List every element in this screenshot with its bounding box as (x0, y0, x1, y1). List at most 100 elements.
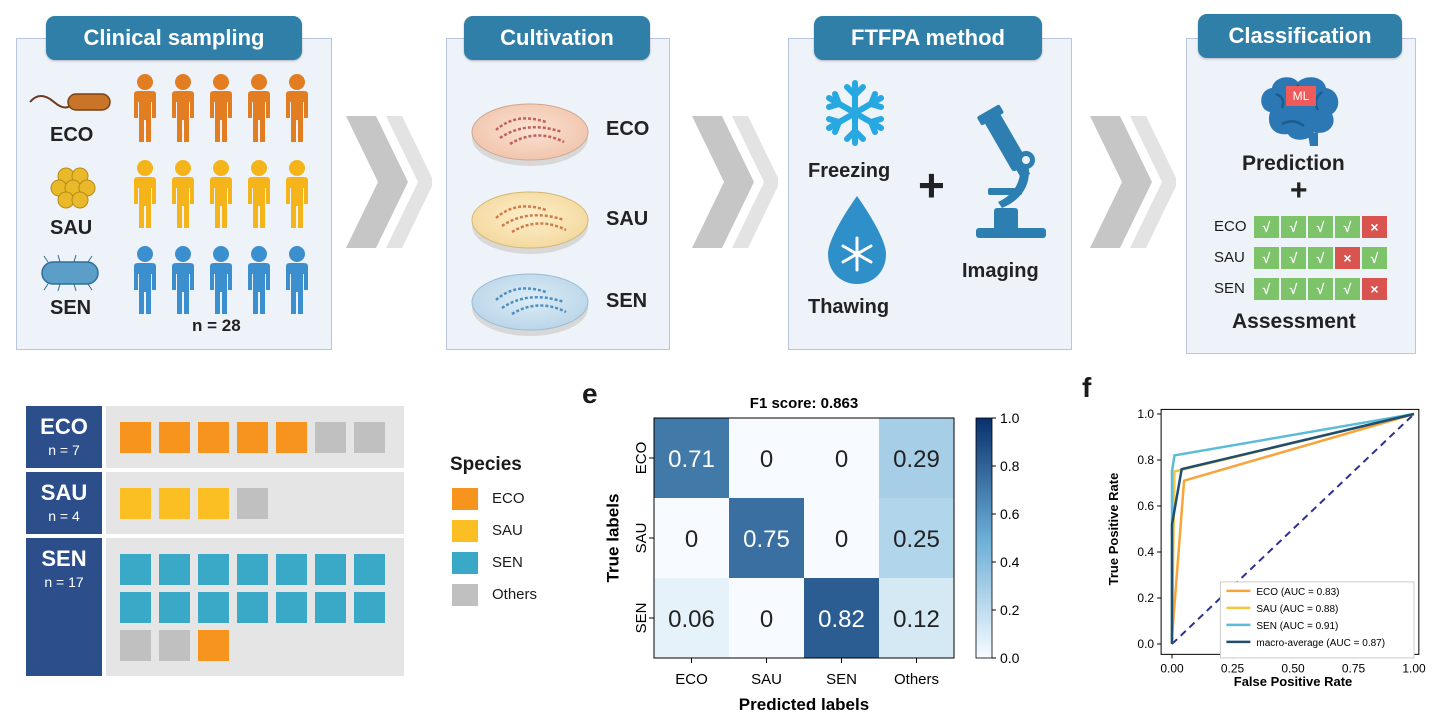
heatmap-cell (654, 498, 729, 578)
waffle-row-cells (106, 406, 404, 468)
roc-legend-label: ECO (AUC = 0.83) (1256, 587, 1339, 598)
check-mark-cell: √ (1308, 278, 1333, 300)
heatmap-cell (804, 578, 879, 658)
heatmap-xlabel: Predicted labels (739, 695, 869, 714)
heatmap-y-tick: SAU (633, 523, 650, 554)
brain-icon (1261, 77, 1339, 146)
waffle-cell-eco (237, 422, 268, 453)
person-icon (172, 74, 194, 142)
heatmap-cell-value: 0.82 (818, 606, 865, 633)
colorbar-tick: 0.8 (1000, 458, 1020, 474)
waffle-cell-sen (237, 592, 268, 623)
colorbar-tick: 1.0 (1000, 410, 1020, 426)
heatmap-cell-value: 0 (685, 526, 698, 553)
legend-swatch (452, 552, 478, 574)
waffle-cell-sen (198, 592, 229, 623)
waffle-cell-eco (276, 422, 307, 453)
roc-y-tick: 0.6 (1137, 499, 1154, 513)
roc-x-tick: 0.25 (1221, 661, 1245, 675)
heatmap-x-tick: SEN (826, 671, 857, 688)
check-mark-cell: √ (1335, 278, 1360, 300)
waffle-cell-sau (159, 488, 190, 519)
cultivation-sen-label: SEN (606, 290, 648, 312)
waffle-species-name: ECO (40, 414, 88, 439)
legend-swatch (452, 520, 478, 542)
waffle-species-count: n = 4 (48, 508, 80, 524)
waffle-cell-sau (198, 488, 229, 519)
prediction-label: Prediction (1242, 152, 1345, 175)
waffle-species-name: SEN (41, 546, 87, 571)
cross-mark-cell: × (1362, 216, 1387, 238)
waffle-cell-others (237, 488, 268, 519)
clinical-eco-label: ECO (50, 124, 94, 146)
roc-diagonal-line (1171, 413, 1415, 645)
heatmap-cell (729, 578, 804, 658)
ftfpa-plus-sign: + (918, 159, 945, 211)
waffle-cell-sen (120, 554, 151, 585)
waffle-species-count: n = 17 (44, 574, 84, 590)
roc-y-tick: 0.8 (1137, 453, 1154, 467)
person-icon (286, 160, 308, 228)
roc-xlabel: False Positive Rate (1234, 674, 1353, 689)
assessment-row-label: SAU (1214, 249, 1245, 266)
heatmap-cell-value: 0 (835, 526, 848, 553)
waffle-cell-sen (159, 592, 190, 623)
heatmap-y-tick: ECO (633, 442, 650, 475)
check-mark-cell: √ (1254, 216, 1279, 238)
roc-x-tick: 0.50 (1281, 661, 1305, 675)
panel-letter-f: f (1082, 372, 1092, 403)
legend-label: ECO (492, 490, 525, 507)
person-icon (172, 246, 194, 314)
legend-item-sau: SAU (450, 518, 570, 550)
chevron-arrow-icon (346, 116, 432, 248)
heatmap-cell (729, 418, 804, 498)
clinical-sau-label: SAU (50, 217, 93, 239)
heatmap-cell-value: 0.25 (893, 526, 940, 553)
waffle-cell-sen (159, 554, 190, 585)
thawing-label: Thawing (808, 296, 890, 318)
person-icon (210, 160, 232, 228)
heatmap-x-tick: ECO (675, 671, 708, 688)
roc-legend-label: macro-average (AUC = 0.87) (1256, 638, 1385, 649)
chevron-arrow-icon (692, 116, 778, 248)
heatmap-cell-value: 0.29 (893, 446, 940, 473)
waffle-cell-eco (198, 630, 229, 661)
waffle-cell-sau (120, 488, 151, 519)
roc-y-tick: 0.0 (1137, 637, 1154, 651)
waffle-row-label: SEN n = 17 (26, 538, 102, 676)
check-mark-cell: √ (1254, 247, 1279, 269)
heatmap-cell-value: 0.12 (893, 606, 940, 633)
waffle-cell-sen (237, 554, 268, 585)
waffle-species-count: n = 7 (48, 442, 80, 458)
snowflake-icon (826, 80, 884, 146)
legend-title: Species (450, 454, 522, 475)
person-icon (134, 246, 156, 314)
heatmap-cell-value: 0 (760, 606, 773, 633)
roc-y-tick: 0.2 (1137, 591, 1154, 605)
panel-letter-e: e (582, 378, 598, 409)
cultivation-title: Cultivation (464, 16, 650, 60)
heatmap-ylabel: True labels (603, 494, 622, 583)
species-waffle-chart: ECO n = 7 SAU n = 4 SEN n = 17 (26, 406, 406, 678)
person-icon (134, 74, 156, 142)
legend-item-sen: SEN (450, 550, 570, 582)
waffle-cell-sen (276, 592, 307, 623)
chevron-arrow-icon (1090, 116, 1176, 248)
waffle-cell-sen (198, 554, 229, 585)
sau-petri-dish-icon (471, 191, 589, 254)
roc-x-tick: 0.00 (1160, 661, 1184, 675)
sample-count-label: n = 28 (192, 316, 241, 335)
person-icon (210, 74, 232, 142)
ftfpa-title: FTFPA method (814, 16, 1042, 60)
person-icon (134, 160, 156, 228)
heatmap-cell (879, 418, 954, 498)
legend-swatch (452, 584, 478, 606)
roc-y-tick: 0.4 (1137, 545, 1154, 559)
heatmap-cell-value: 0.71 (668, 446, 715, 473)
roc-x-tick: 0.75 (1342, 661, 1366, 675)
assessment-row-label: SEN (1214, 280, 1245, 297)
waffle-cell-others (315, 422, 346, 453)
colorbar-tick: 0.4 (1000, 554, 1020, 570)
colorbar-tick: 0.2 (1000, 602, 1020, 618)
roc-y-tick: 1.0 (1137, 407, 1154, 421)
